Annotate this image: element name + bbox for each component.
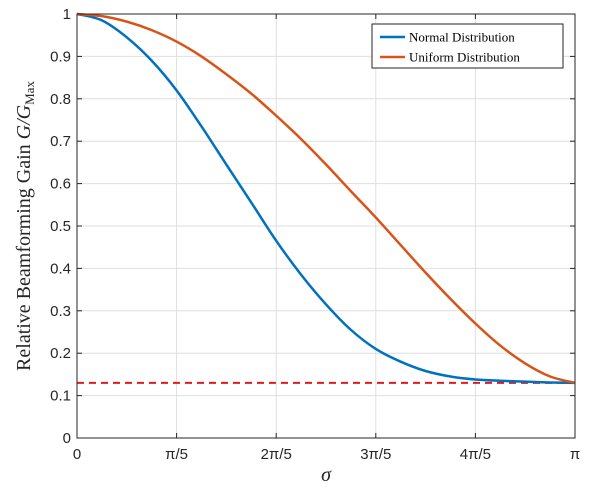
x-tick-label: 2π/5 (261, 446, 292, 463)
grid (76, 13, 576, 439)
y-tick-label: 0.3 (50, 303, 71, 320)
y-tick-label: 0.2 (50, 345, 71, 362)
legend-label-uniform: Uniform Distribution (409, 50, 520, 65)
series-line-normal (76, 12, 576, 385)
x-tick-label: 0 (73, 446, 81, 463)
x-tick-label: 4π/5 (460, 446, 491, 463)
y-axis-title-main: Relative Beamforming Gain (13, 139, 35, 371)
series-line-uniform (76, 12, 576, 385)
legend-box (371, 23, 564, 69)
x-axis-title: σ (321, 464, 332, 486)
y-tick-label: 0.1 (50, 388, 71, 405)
y-tick-label: 0.6 (50, 176, 71, 193)
y-axis-title: Relative Beamforming Gain G/GMax (13, 81, 37, 371)
y-tick-label: 0.7 (50, 133, 71, 150)
legend: Normal Distribution Uniform Distribution (371, 23, 564, 69)
x-tick-label: π (570, 446, 580, 463)
legend-label-normal: Normal Distribution (409, 30, 515, 45)
y-tick-label: 1 (63, 6, 71, 23)
y-tick-label: 0.9 (50, 48, 71, 65)
y-tick-label: 0 (63, 430, 71, 447)
ticks (76, 13, 576, 439)
x-tick-label: 3π/5 (360, 446, 391, 463)
y-axis-title-subscript: Max (22, 81, 37, 105)
y-tick-label: 0.8 (50, 91, 71, 108)
series-layer (76, 12, 576, 385)
y-tick-label: 0.4 (50, 260, 71, 277)
y-axis-title-variable: G/G (13, 104, 35, 139)
x-tick-label: π/5 (165, 446, 188, 463)
y-tick-label: 0.5 (50, 218, 71, 235)
x-tick-labels: 0 π/5 2π/5 3π/5 4π/5 π (73, 446, 580, 463)
y-tick-labels: 0 0.1 0.2 0.3 0.4 0.5 0.6 0.7 0.8 0.9 1 (50, 6, 71, 447)
